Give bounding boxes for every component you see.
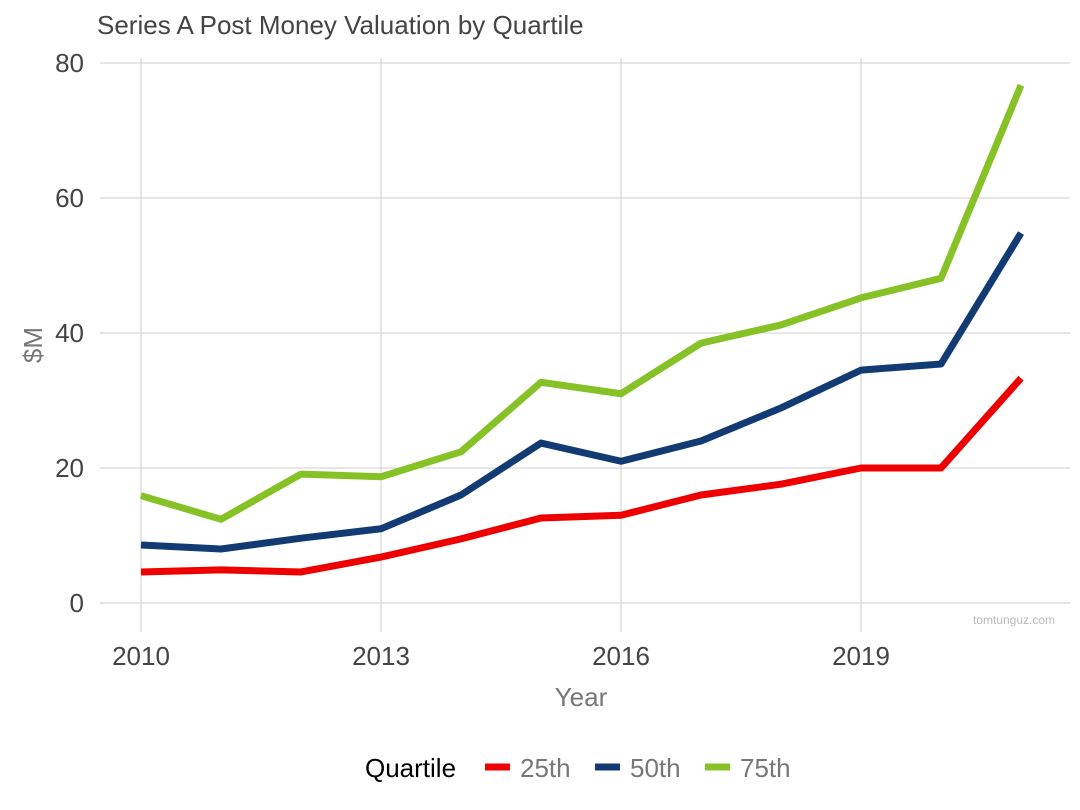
x-tick-label: 2010 bbox=[112, 641, 170, 671]
grid bbox=[100, 58, 1070, 632]
watermark: tomtunguz.com bbox=[973, 613, 1055, 627]
legend-title: Quartile bbox=[365, 753, 456, 783]
series-line-50th bbox=[140, 231, 1024, 553]
x-tick-label: 2013 bbox=[352, 641, 410, 671]
y-tick-label: 60 bbox=[55, 183, 84, 213]
y-axis-label: $M bbox=[18, 327, 48, 363]
chart-title: Series A Post Money Valuation by Quartil… bbox=[97, 10, 584, 40]
y-tick-label: 0 bbox=[70, 588, 84, 618]
legend-label-25th: 25th bbox=[520, 753, 571, 783]
series-lines bbox=[140, 83, 1025, 576]
x-axis-label: Year bbox=[555, 682, 608, 712]
x-tick-label: 2016 bbox=[592, 641, 650, 671]
tick-labels: 0 20 40 60 80 2010 2013 2016 2019 bbox=[55, 48, 890, 671]
x-tick-label: 2019 bbox=[832, 641, 890, 671]
legend: Quartile 25th 50th 75th bbox=[365, 753, 791, 783]
legend-label-50th: 50th bbox=[630, 753, 681, 783]
series-line-25th bbox=[140, 375, 1024, 576]
y-tick-label: 20 bbox=[55, 453, 84, 483]
legend-label-75th: 75th bbox=[740, 753, 791, 783]
y-tick-label: 40 bbox=[55, 318, 84, 348]
series-line-75th bbox=[140, 83, 1025, 523]
y-tick-label: 80 bbox=[55, 48, 84, 78]
